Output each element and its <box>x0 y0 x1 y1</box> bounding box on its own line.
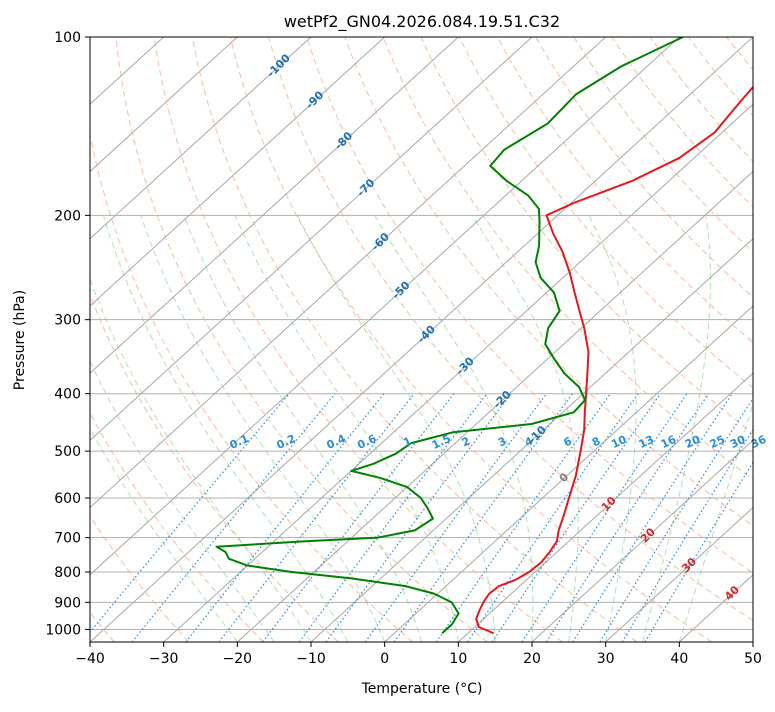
y-tick-label: 900 <box>54 595 81 611</box>
x-tick-label: −40 <box>75 651 105 667</box>
dry-adiabat-line <box>765 37 775 642</box>
isotherm-line <box>164 37 775 642</box>
moist-adiabat-line <box>297 215 495 642</box>
dry-adiabat-line <box>650 37 775 642</box>
moist-adiabat-line <box>375 215 533 642</box>
y-tick-label: 1000 <box>45 622 81 638</box>
x-tick-label: −10 <box>296 651 326 667</box>
mixing-ratio-label: 0.4 <box>325 432 348 452</box>
isotherm-label: -100 <box>264 51 293 80</box>
mixing-ratio-label: 6 <box>562 434 575 449</box>
dry-adiabat-line <box>536 37 775 642</box>
mixing-ratio-line <box>600 394 756 642</box>
mixing-ratio-line <box>365 394 546 642</box>
x-tick-label: 50 <box>744 651 762 667</box>
y-tick-label: 100 <box>54 30 81 46</box>
isotherm-line <box>0 37 385 642</box>
chart-title: wetPf2_GN04.2026.084.19.51.C32 <box>284 12 560 32</box>
mixing-ratio-label: 36 <box>749 433 769 451</box>
mixing-ratio-line <box>546 394 708 642</box>
mixing-ratio-line <box>326 394 511 642</box>
isotherm-line <box>0 37 458 642</box>
mixing-ratio-label: 10 <box>609 433 629 451</box>
mixing-ratio-line <box>186 394 384 642</box>
x-tick-label: 0 <box>380 651 389 667</box>
isotherm-line <box>16 37 679 642</box>
x-tick-label: −30 <box>149 651 179 667</box>
mixing-ratio-line <box>132 394 335 642</box>
dry-adiabat-line <box>726 37 775 642</box>
mixing-ratio-line <box>82 394 289 642</box>
y-tick-label: 300 <box>54 313 81 329</box>
mixing-ratio-label: 20 <box>683 433 703 451</box>
x-tick-label: 40 <box>670 651 688 667</box>
dry-adiabat-line <box>78 37 413 642</box>
moist-adiabat-line <box>679 215 775 642</box>
mixing-ratio-line <box>573 394 732 642</box>
temperature-profile-line <box>476 37 775 633</box>
moist-adiabat-line <box>184 215 422 642</box>
isotherm-line <box>0 37 237 642</box>
y-tick-label: 500 <box>54 444 81 460</box>
mixing-ratio-label: 8 <box>590 434 602 449</box>
y-axis-label: Pressure (hPa) <box>12 290 28 390</box>
mixing-ratio-label: 16 <box>659 433 679 451</box>
x-axis-label: Temperature (°C) <box>361 681 483 697</box>
dry-adiabat-line <box>612 37 775 642</box>
mixing-ratio-line <box>468 394 639 642</box>
dry-adiabat-line <box>688 37 775 642</box>
mixing-ratio-label: 25 <box>708 433 727 451</box>
dry-adiabat-line <box>345 37 775 642</box>
y-tick-label: 800 <box>54 565 81 581</box>
dry-adiabat-line <box>0 37 189 642</box>
y-tick-label: 400 <box>54 387 81 403</box>
background-lines <box>0 37 775 642</box>
x-tick-label: 20 <box>523 651 541 667</box>
mixing-ratio-line <box>645 394 775 642</box>
mixing-ratio-label: 0.2 <box>275 432 298 452</box>
dry-adiabat-line <box>574 37 775 642</box>
dry-adiabat-line <box>421 37 775 642</box>
mixing-ratio-label: 13 <box>637 433 656 451</box>
x-tick-label: 30 <box>597 651 615 667</box>
mixing-ratio-line <box>622 394 775 642</box>
axis-ticks: −40 −30 −20 −10 0 10 20 30 40 50 1000 900 800 700 600 5… <box>45 30 762 667</box>
x-tick-label: −20 <box>223 651 253 667</box>
isotherm-line <box>0 37 311 642</box>
y-tick-label: 700 <box>54 531 81 547</box>
isotherm-line <box>753 37 775 642</box>
y-tick-label: 600 <box>54 491 81 507</box>
x-tick-label: 10 <box>449 651 467 667</box>
dry-adiabat-line <box>192 37 637 642</box>
dry-adiabat-line <box>269 37 775 642</box>
mixing-ratio-label: 0.1 <box>228 432 251 452</box>
y-tick-label: 200 <box>54 208 81 224</box>
